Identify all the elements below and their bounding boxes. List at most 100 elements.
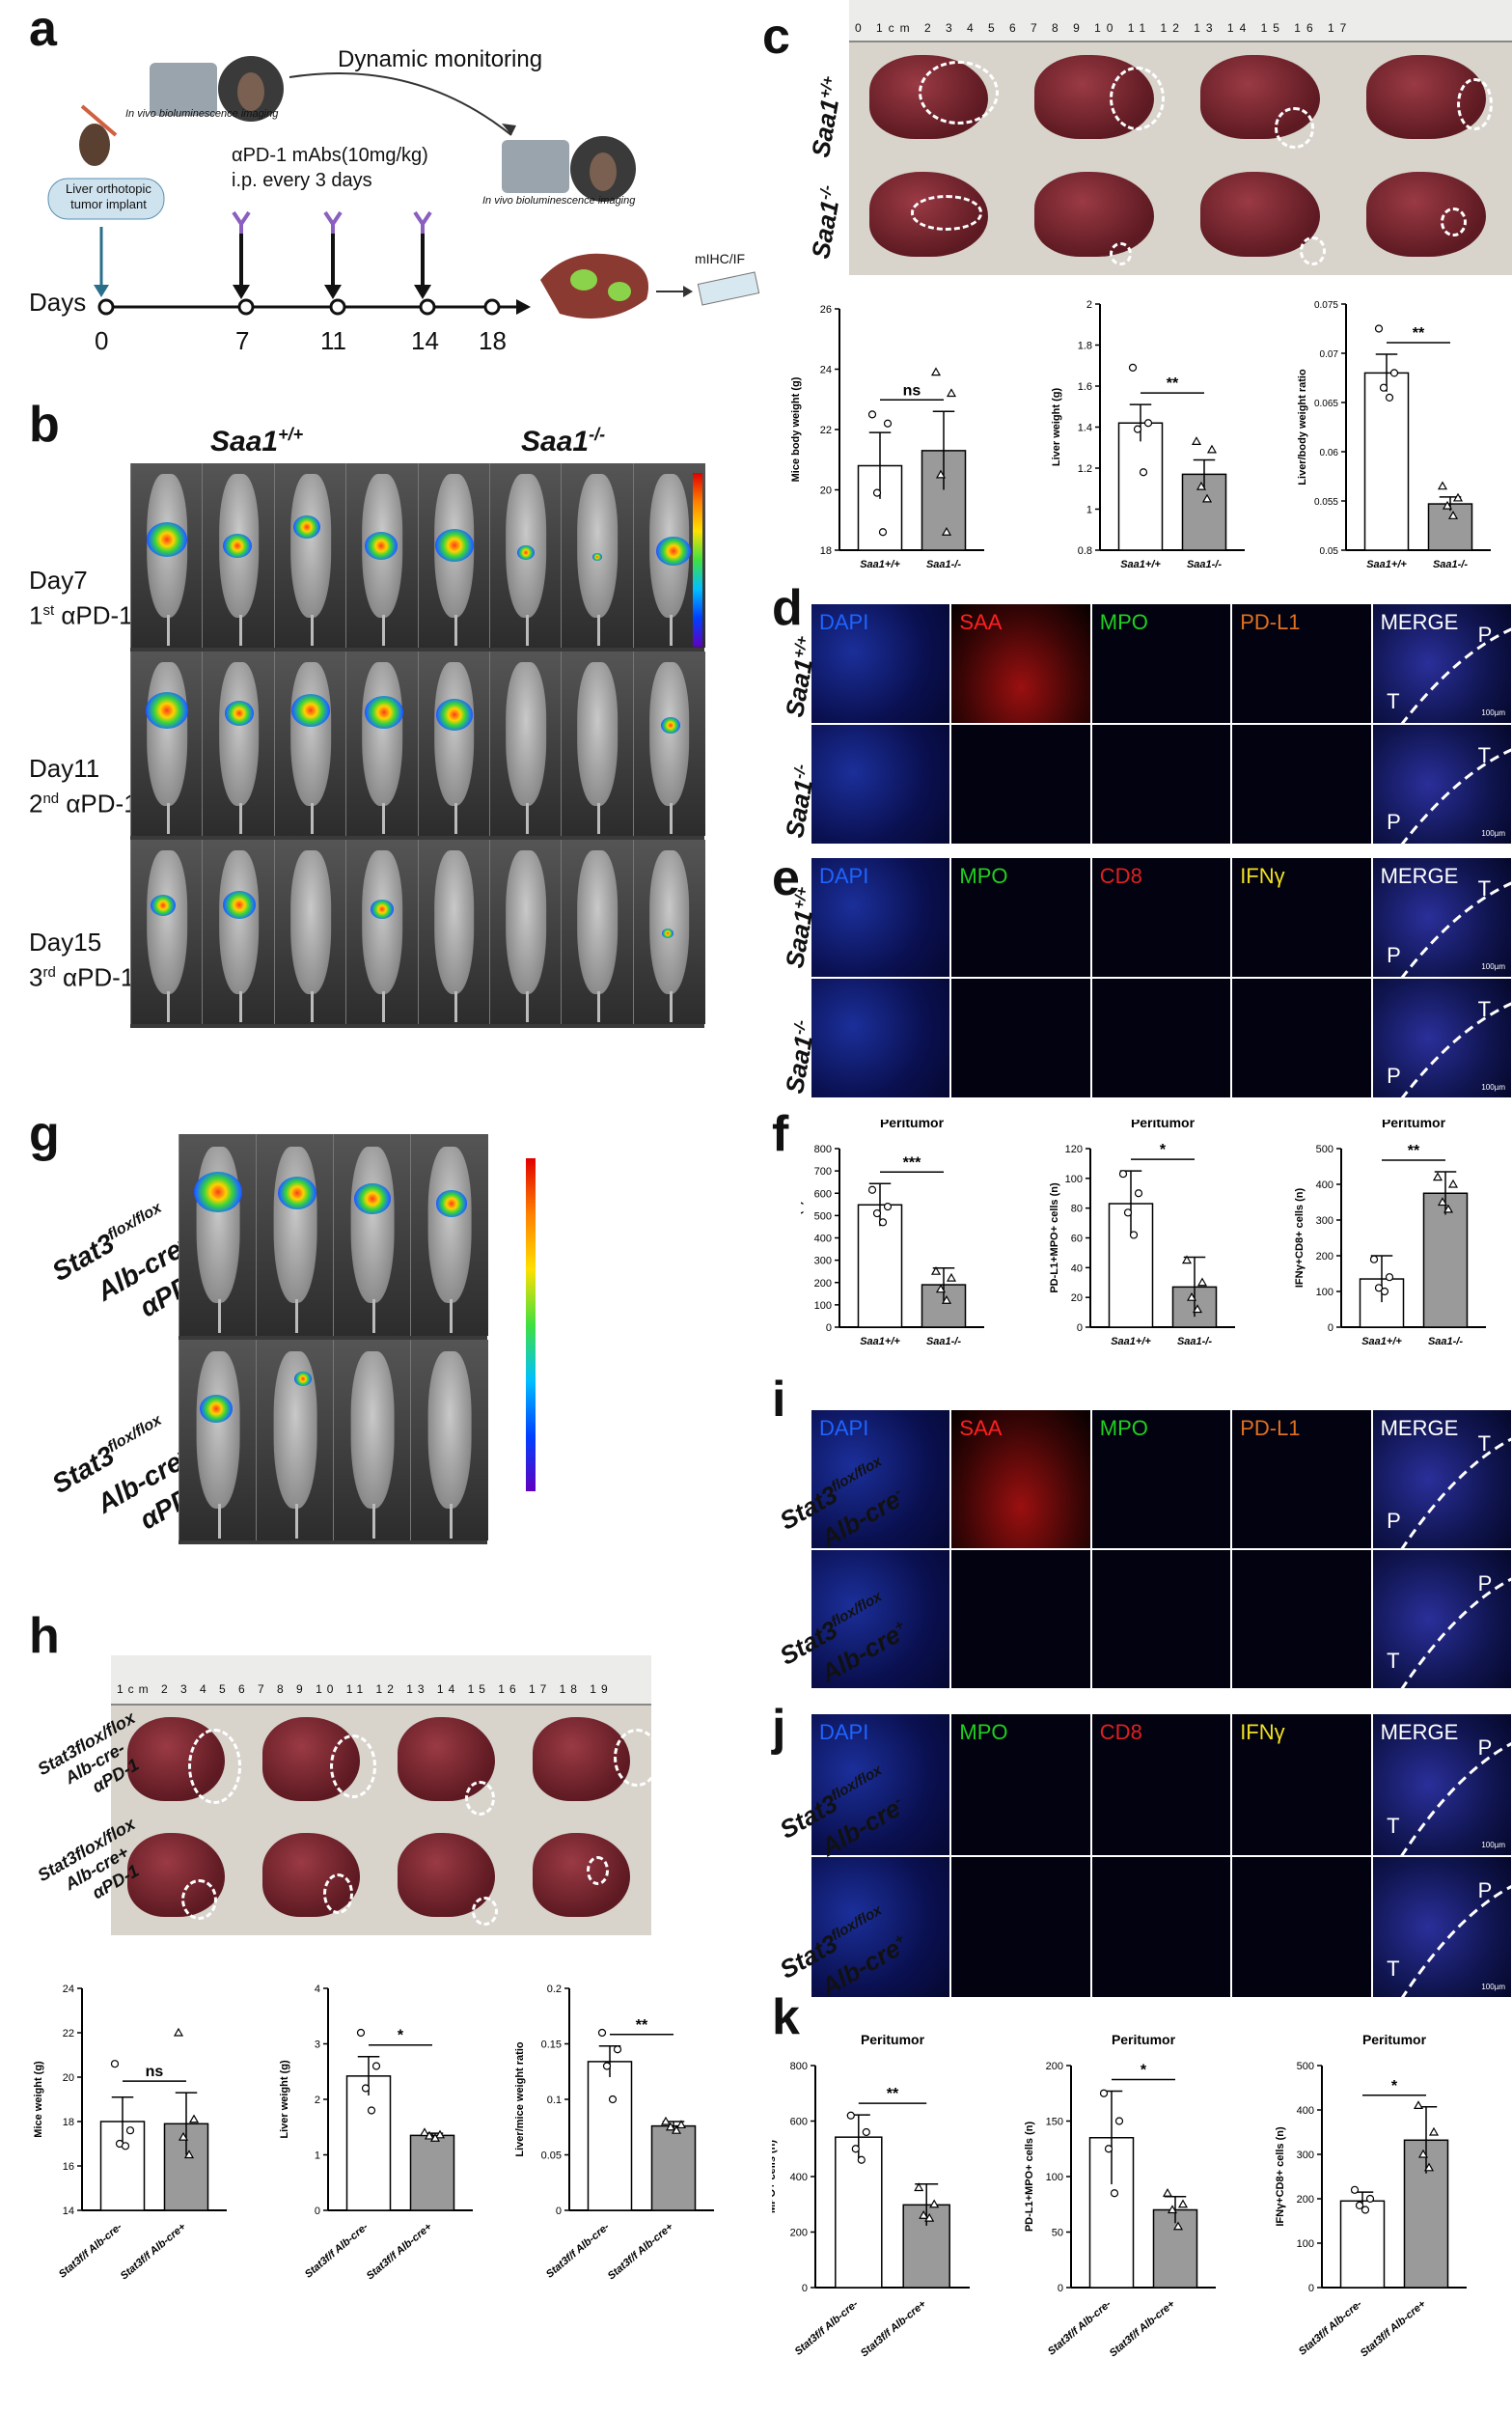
panel-letter-b: b <box>29 397 60 453</box>
mouse-image <box>345 840 419 1024</box>
luminescence-colorbar-b <box>693 473 702 647</box>
x-tick-label: Saa1-/- <box>926 1336 961 1347</box>
mouse-image <box>273 463 347 648</box>
y-tick-label: 300 <box>814 1256 832 1267</box>
if-tile: DAPI <box>811 603 951 724</box>
liver-specimen <box>1034 54 1166 140</box>
imaging-device-icon <box>150 63 217 116</box>
luminescence-signal <box>364 696 403 730</box>
data-point <box>872 1208 882 1218</box>
day-7: 7 <box>235 326 250 355</box>
data-point <box>188 2114 200 2123</box>
chart-k1: 0 200 400 600 800 MPO+ cells (n) Peritumor Stat… <box>772 2032 970 2359</box>
mouse-tail <box>450 1504 453 1539</box>
if-tile <box>1090 978 1232 1098</box>
scale-bar-label: 100µm <box>1481 708 1505 717</box>
data-point <box>1369 1255 1379 1263</box>
data-point <box>367 2106 376 2115</box>
tumor-outline <box>1109 66 1166 131</box>
data-point <box>178 2131 189 2141</box>
if-tile: SAA <box>950 603 1091 724</box>
y-tick-label: 24 <box>820 365 832 376</box>
data-point <box>1181 1255 1193 1264</box>
if-tile: IFNγ <box>1231 857 1372 978</box>
channel-label: MERGE <box>1380 1416 1459 1440</box>
mouse-image <box>130 840 204 1024</box>
row-label-saa-ko: Saa1-/- <box>806 183 845 262</box>
chart-f2: 0 20 40 60 80 100 120 PD-L1+MPO+ cells (n) Perit… <box>1049 1120 1235 1347</box>
y-tick-label: 400 <box>790 2172 808 2183</box>
data-point <box>935 469 947 479</box>
liver-specimen <box>397 1717 495 1817</box>
data-point <box>1114 2117 1124 2125</box>
mouse-tail <box>454 614 457 647</box>
mouse-body <box>147 662 188 807</box>
channel-label: MPO <box>959 1720 1008 1744</box>
y-tick-label: 200 <box>1316 1251 1333 1262</box>
y-tick-label: 1.2 <box>1078 463 1092 475</box>
liver-specimen <box>261 1717 376 1801</box>
mouse-tail <box>310 990 314 1023</box>
data-point <box>660 2116 672 2125</box>
mouse-image <box>333 1134 411 1336</box>
data-point <box>1143 419 1153 428</box>
data-point <box>1389 369 1399 377</box>
bar <box>1117 422 1164 551</box>
y-tick-label: 24 <box>63 1984 74 1995</box>
bar <box>1363 372 1410 551</box>
chart-c3: 0.05 0.055 0.06 0.065 0.07 0.075 Liver/body we… <box>1297 300 1491 570</box>
y-tick-label: 20 <box>820 486 832 497</box>
mouse-image <box>256 1339 334 1540</box>
if-tile: CD8 <box>1090 857 1232 978</box>
panel-letter-c: c <box>762 9 790 65</box>
data-point <box>883 419 893 428</box>
data-point <box>1104 2145 1113 2153</box>
data-point <box>851 2145 860 2153</box>
data-point <box>867 1185 877 1194</box>
luminescence-signal <box>517 544 536 560</box>
tumor-border <box>1400 881 1511 977</box>
data-point <box>1129 1231 1139 1239</box>
tumor-outline <box>586 1856 609 1886</box>
liver-specimen <box>397 1833 498 1927</box>
data-point <box>1118 1170 1128 1179</box>
if-tile: T P 100µm <box>1371 978 1512 1098</box>
if-tile: MERGE T P 100µm <box>1371 857 1512 978</box>
y-tick-label: 20 <box>63 2072 74 2084</box>
data-point <box>1191 436 1202 445</box>
data-point <box>1201 493 1213 503</box>
region-label: P <box>1477 1570 1493 1595</box>
y-tick-label: 100 <box>1065 1174 1083 1185</box>
if-tile <box>1090 724 1232 845</box>
mouse-tail <box>372 1504 375 1539</box>
mouse-tail <box>238 802 242 835</box>
mouse-image <box>130 652 204 836</box>
data-point <box>1379 383 1388 392</box>
data-point <box>878 528 888 537</box>
y-tick-label: 60 <box>1071 1234 1083 1245</box>
chart-h1: 14 16 18 20 22 24 Mice weight (g) Stat3f/f Alb-… <box>33 1984 227 2282</box>
data-point <box>602 2062 612 2070</box>
dynamic-monitoring-label: Dynamic monitoring <box>338 46 543 72</box>
mouse-tail <box>167 802 171 835</box>
tumor-border <box>1400 1577 1511 1688</box>
channel-label: DAPI <box>819 864 869 888</box>
data-point <box>1206 444 1218 454</box>
chart-c2: 0.8 1 1.2 1.4 1.6 1.8 2 Liver weight (g) Saa1+/+… <box>1051 299 1245 570</box>
x-tick-label: Saa1+/+ <box>1120 559 1161 570</box>
tumor-outline <box>1441 207 1467 236</box>
data-point <box>675 2120 687 2129</box>
y-tick-label: 18 <box>820 545 832 557</box>
y-tick-label: 18 <box>63 2117 74 2128</box>
chart-title: Peritumor <box>880 1120 945 1130</box>
mouse-image <box>179 1339 257 1540</box>
data-point <box>924 2212 935 2222</box>
region-label: P <box>1387 942 1401 967</box>
tumor-outline <box>471 1897 498 1927</box>
mouse-image <box>410 1134 488 1336</box>
mouse-tail <box>669 614 673 647</box>
chart-k3: 0 100 200 300 400 500 IFNγ+CD8+ cells (n) Perit… <box>1275 2032 1467 2359</box>
data-point <box>1452 492 1464 502</box>
liver-photo-h: 1cm 2 3 4 5 6 7 8 9 10 11 12 13 14 15 16… <box>111 1655 660 1935</box>
if-tile <box>1231 1855 1372 1998</box>
